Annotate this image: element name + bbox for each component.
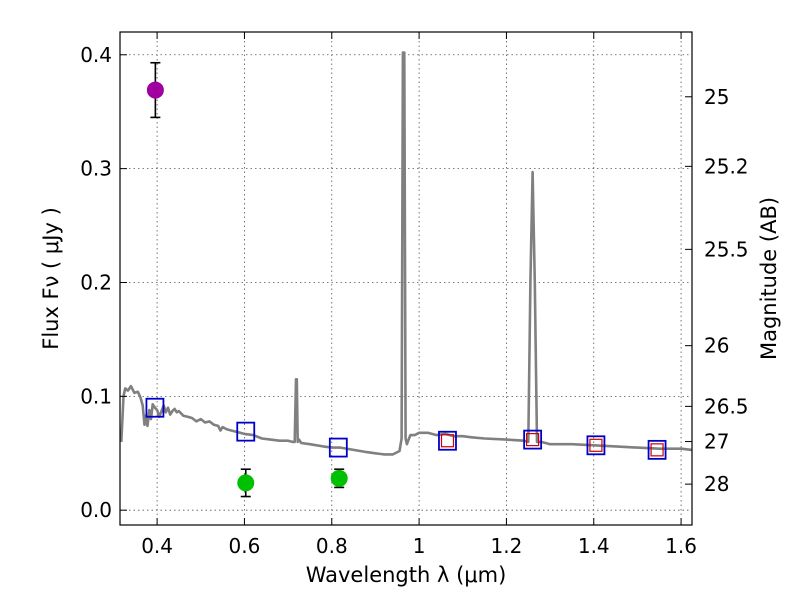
y-tick-label: 0.1 (80, 384, 112, 408)
y-tick-label: 0.3 (80, 157, 112, 181)
model-band-square-blue (523, 429, 543, 450)
magnitude-tick-label: 26 (704, 334, 729, 358)
magnitude-tick-label: 25.5 (704, 237, 749, 261)
model-band-square-red (589, 438, 603, 452)
x-tick-label: 1.2 (491, 534, 523, 558)
magnitude-tick-label: 25 (704, 85, 729, 109)
x-axis-label: Wavelength λ (μm) (306, 563, 507, 587)
axis-ticks: 0.4 0.6 0.8 1 1.2 1.4 1.6 0.0 0.1 0.2 0.3 0.4 25 25.2… (80, 32, 749, 558)
magnitude-axis-label: Magnitude (AB) (757, 197, 781, 360)
y-tick-label: 0.4 (80, 43, 112, 67)
y-tick-label: 0.2 (80, 270, 112, 294)
grid-lines (120, 32, 692, 525)
magnitude-tick-label: 26.5 (704, 394, 749, 418)
x-tick-label: 0.8 (316, 534, 348, 558)
x-tick-label: 0.6 (229, 534, 261, 558)
photometry-point (237, 474, 255, 492)
x-tick-label: 1.4 (578, 534, 610, 558)
x-tick-label: 1.6 (665, 534, 697, 558)
model-band-square-blue (145, 397, 165, 418)
x-tick-label: 0.4 (141, 534, 173, 558)
magnitude-tick-label: 28 (704, 472, 729, 496)
model-band-square-red (650, 443, 664, 457)
photometry-point (146, 81, 164, 99)
x-tick-label: 1 (413, 534, 426, 558)
magnitude-tick-label: 27 (704, 430, 729, 454)
model-band-square-blue (647, 439, 667, 460)
plot-frame (119, 31, 693, 526)
spectrum-line (120, 51, 693, 456)
model-band-square-blue (438, 430, 457, 451)
model-band-square-blue (586, 435, 606, 456)
plot-area (120, 51, 693, 498)
y-tick-label: 0.0 (80, 498, 112, 522)
model-band-square-blue (236, 421, 256, 442)
magnitude-tick-label: 25.2 (704, 154, 749, 178)
y-axis-label: Flux Fν ( μJy ) (39, 207, 63, 350)
photometry-point (330, 469, 348, 487)
model-band-square-red (440, 434, 455, 448)
model-band-square-blue (328, 437, 348, 458)
model-band-square-red (526, 433, 540, 447)
